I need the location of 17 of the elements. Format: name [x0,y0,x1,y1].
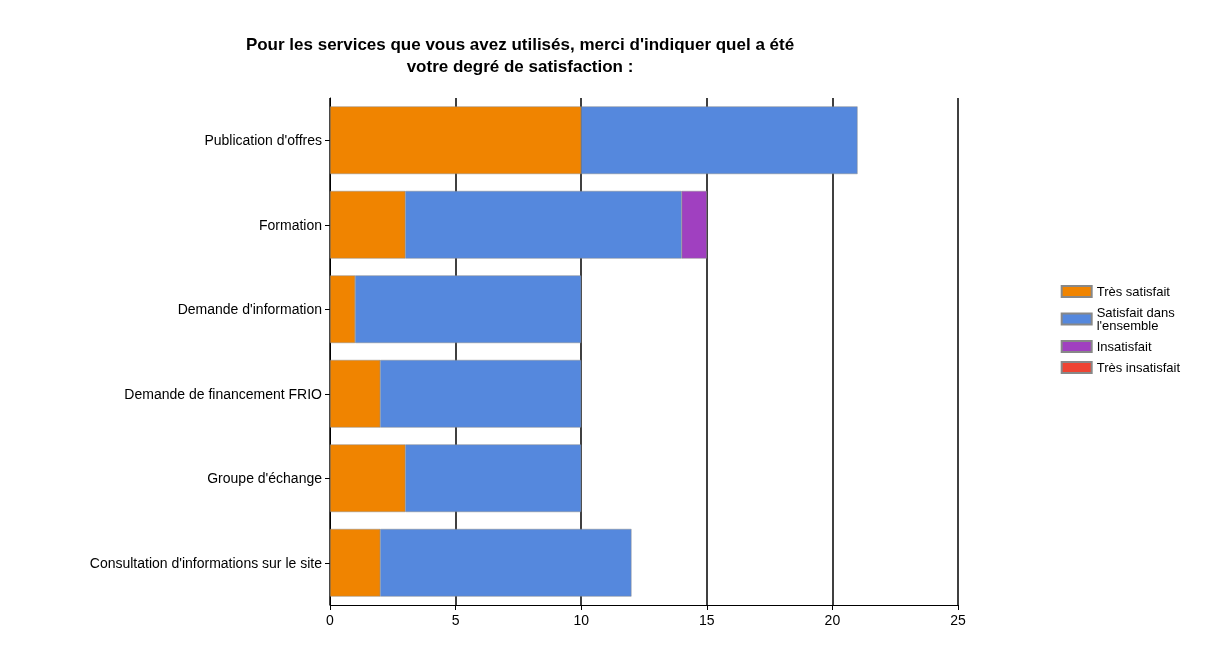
y-tick-label: Publication d'offres [204,132,322,149]
x-tick-label: 15 [699,612,715,628]
x-tick-label: 0 [326,612,335,628]
y-tick-label: Groupe d'échange [207,470,323,487]
y-tick-label: Formation [258,216,322,233]
x-tick-label: 25 [950,612,966,628]
y-tick-label: Demande d'information [177,301,322,318]
x-tick-label: 20 [824,612,841,628]
legend-label: Insatisfait [1096,339,1152,354]
x-tick-label: 10 [573,612,590,628]
legend-label: Satisfait dans l'ensemble [1096,305,1179,333]
chart-title: Pour les services que vous avez utilisés, merci d'indiquer quel a été votre degré de satisfaction : [245,34,795,76]
x-tick-label: 5 [451,612,460,628]
y-tick-label: Demande de financement FRIO [124,385,323,402]
legend-label: Très insatisfait [1096,360,1181,375]
y-tick-label: Consultation d'informations sur le site [89,554,323,571]
legend-label: Très satisfait [1096,284,1171,299]
